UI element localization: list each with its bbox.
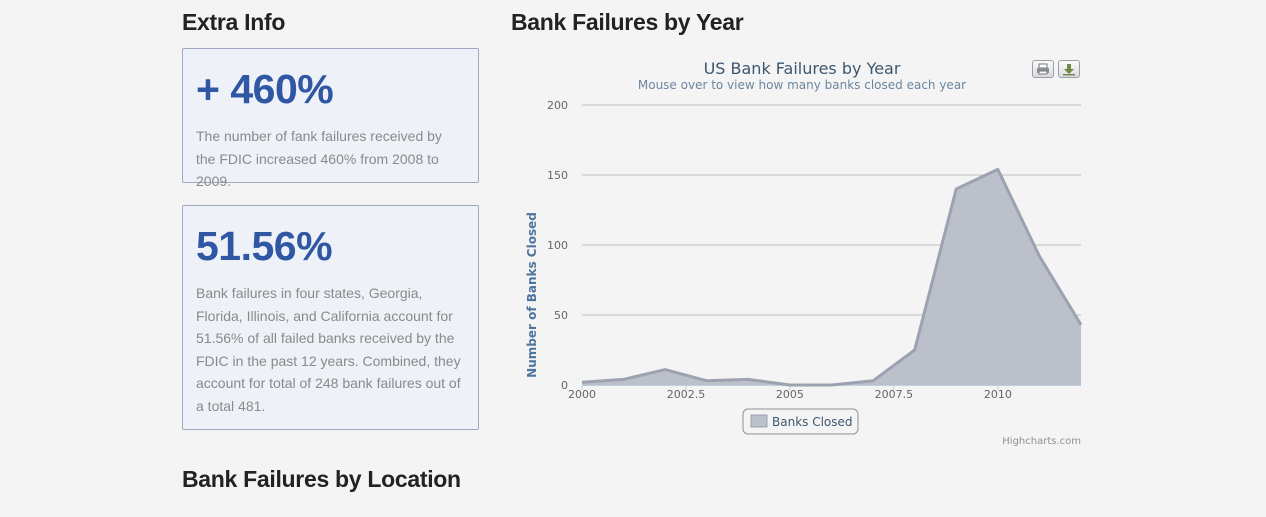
chart-subtitle: Mouse over to view how many banks closed…	[638, 78, 966, 92]
x-tick-label: 2000	[568, 388, 596, 401]
legend-box	[742, 408, 859, 435]
legend-swatch	[750, 414, 768, 428]
y-tick-label: 0	[561, 379, 568, 392]
x-tick-label: 2007.5	[875, 388, 914, 401]
y-tick-label: 150	[547, 169, 568, 182]
y-tick-label: 100	[547, 239, 568, 252]
info-card-stat: + 460%	[196, 66, 334, 112]
x-tick-label: 2005	[776, 388, 804, 401]
bank-failures-by-year-heading: Bank Failures by Year	[511, 9, 744, 35]
chart-title: US Bank Failures by Year	[704, 59, 901, 78]
y-tick-label: 50	[554, 309, 568, 322]
bank-failures-by-location-heading: Bank Failures by Location	[182, 466, 461, 492]
chart-credits: Highcharts.com	[1002, 436, 1081, 447]
y-axis-title: Number of Banks Closed	[525, 212, 539, 378]
print-button[interactable]	[1032, 60, 1054, 78]
x-tick-label: 2010	[984, 388, 1012, 401]
chart-canvas: 0 50 100 150 200 2000 2002.5 2005 2007.5 2010 US B…	[525, 59, 1083, 447]
export-button[interactable]	[1058, 60, 1080, 78]
info-card-percent-increase: + 460% The number of fank failures recei…	[182, 48, 479, 189]
legend-label: Banks Closed	[772, 415, 853, 429]
area-fill	[582, 169, 1081, 385]
info-card-text: The number of fank failures received by …	[196, 128, 442, 189]
extra-info-heading: Extra Info	[182, 9, 286, 35]
info-card-text: Bank failures in four states, Georgia, F…	[196, 285, 461, 414]
bank-failures-chart[interactable]: 0 50 100 150 200 2000 2002.5 2005 2007.5 2010 US B…	[511, 48, 1091, 458]
download-icon	[1063, 64, 1075, 76]
x-tick-label: 2002.5	[667, 388, 706, 401]
y-tick-label: 200	[547, 99, 568, 112]
info-card-four-states: 51.56% Bank failures in four states, Geo…	[182, 205, 479, 430]
info-card-stat: 51.56%	[196, 223, 333, 269]
series-line	[581, 167, 1083, 387]
printer-icon	[1037, 63, 1049, 75]
